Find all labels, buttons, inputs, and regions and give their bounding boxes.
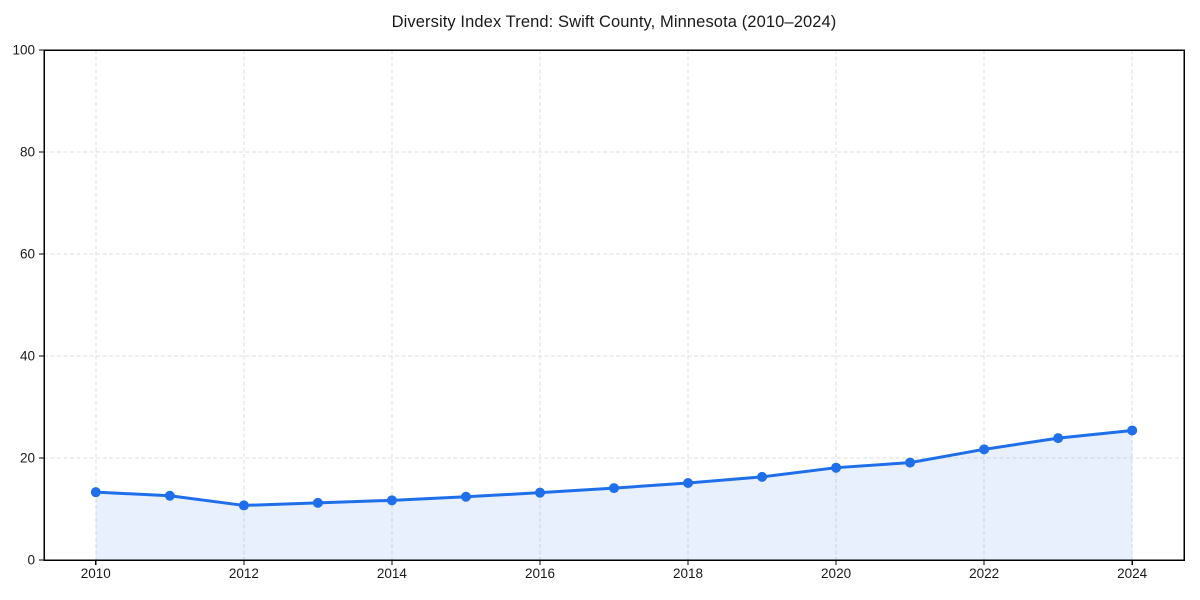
y-tick-label-80: 80 [20,145,35,160]
y-tick-label-40: 40 [20,349,35,364]
data-point-2020 [831,462,842,473]
data-point-2019 [757,471,768,482]
data-point-2022 [979,444,990,455]
y-tick-label-100: 100 [12,43,35,58]
x-tick-label-2014: 2014 [377,566,408,581]
x-tick-label-2022: 2022 [969,566,999,581]
axes-box [43,49,1185,561]
x-tick-label-2020: 2020 [821,566,851,581]
data-point-2012 [238,500,249,511]
data-point-2014 [386,495,397,506]
data-point-2024 [1127,425,1138,436]
data-point-2017 [609,483,619,494]
x-tick-label-2024: 2024 [1117,566,1148,581]
y-axis-labels: 0 20 40 60 80 100 [12,43,35,568]
x-tick-label-2018: 2018 [673,566,703,581]
x-tick-label-2010: 2010 [81,566,111,581]
plot-area [44,50,1184,560]
axis-ticks [39,49,1133,565]
data-points [90,425,1138,511]
data-point-2011 [164,490,175,501]
data-point-2016 [534,487,545,498]
data-point-2010 [90,487,101,498]
x-tick-label-2012: 2012 [229,566,259,581]
gridlines [44,50,1184,560]
data-point-2015 [460,491,471,502]
data-point-2013 [312,497,323,508]
data-point-2023 [1053,433,1064,444]
area-fill [95,430,1133,560]
x-tick-label-2016: 2016 [525,566,555,581]
y-tick-label-0: 0 [27,553,35,568]
data-point-2021 [905,457,916,468]
chart-title: Diversity Index Trend: Swift County, Min… [391,13,837,31]
y-tick-label-20: 20 [20,451,35,466]
x-axis-labels: 2010 2012 2014 2016 2018 2020 2022 2024 [81,566,1148,581]
y-tick-label-60: 60 [20,247,35,262]
data-point-2018 [683,477,694,488]
